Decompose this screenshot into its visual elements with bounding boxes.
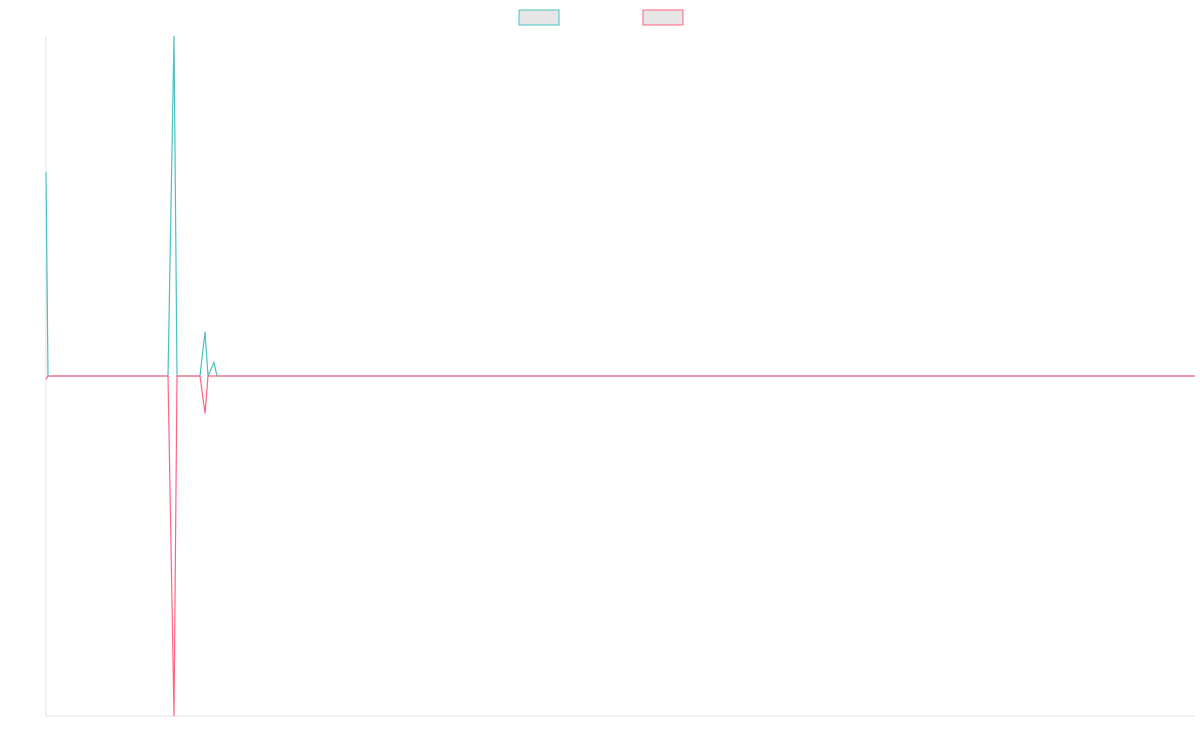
legend-swatch bbox=[518, 9, 560, 26]
legend-swatch bbox=[642, 9, 684, 26]
series-line bbox=[45, 375, 1195, 717]
series-line bbox=[45, 35, 1195, 377]
